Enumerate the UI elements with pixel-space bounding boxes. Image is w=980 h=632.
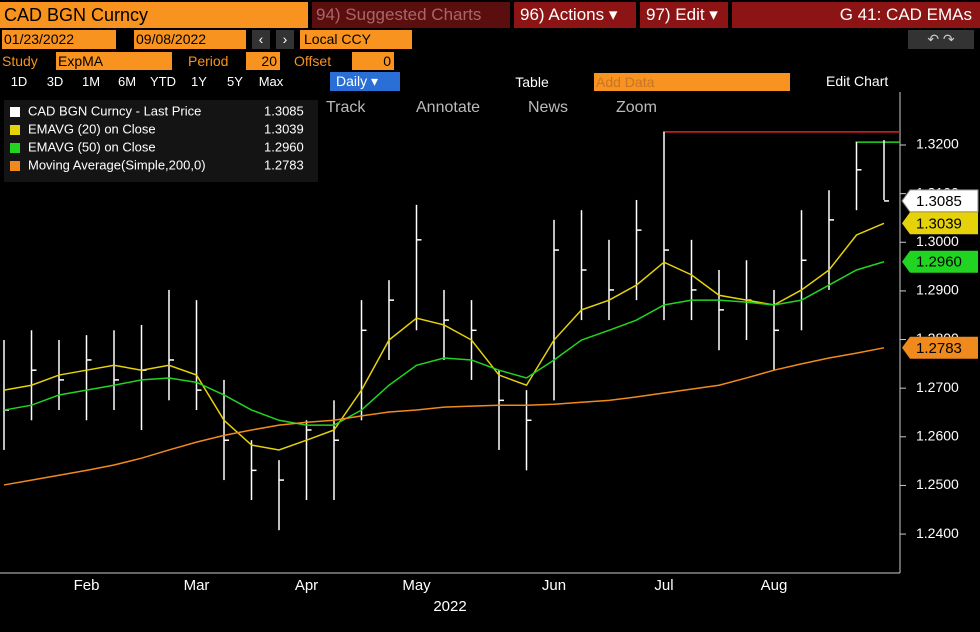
chart-tool[interactable]: Zoom: [616, 99, 657, 116]
offset-label: Offset: [294, 53, 332, 69]
x-tick-label: Mar: [184, 577, 210, 594]
chart-tool[interactable]: News: [528, 99, 568, 116]
x-tick-label: Jul: [654, 577, 673, 594]
range-button[interactable]: 3D: [46, 74, 64, 89]
frequency[interactable]: Daily ▾: [330, 72, 400, 91]
menu-item[interactable]: 97) Edit ▾: [640, 2, 728, 28]
add-data[interactable]: Add Data: [594, 73, 790, 91]
legend-swatch: [10, 161, 20, 171]
table-button[interactable]: Table: [515, 74, 549, 90]
legend-value: 1.3085: [264, 103, 304, 118]
x-tick-label: Jun: [542, 577, 566, 594]
chart: 2022 Track Annotate News Zoom 1.2400 1.2500 1.…: [0, 92, 979, 615]
chart-tool[interactable]: Track: [326, 99, 366, 116]
last-value-box: [901, 189, 979, 213]
legend-value: 1.3039: [264, 121, 304, 136]
last-value-label: 1.2783: [916, 340, 962, 357]
legend-name: Moving Average(Simple,200,0): [28, 157, 206, 172]
legend-name: EMAVG (50) on Close: [28, 139, 156, 154]
legend-value: 1.2960: [264, 139, 304, 154]
x-axis-title: 2022: [433, 598, 466, 615]
y-tick-label: 1.2900: [916, 282, 959, 298]
menu-item[interactable]: 96) Actions ▾: [514, 2, 636, 28]
period-label: Period: [188, 53, 229, 69]
offset[interactable]: 0: [352, 52, 394, 70]
edit-chart[interactable]: Edit Chart: [826, 73, 889, 89]
legend-swatch: [10, 107, 20, 117]
start-date[interactable]: 01/23/2022: [2, 30, 116, 49]
y-tick-label: 1.2500: [916, 476, 959, 492]
indicator-line: [3, 347, 885, 486]
y-tick-label: 1.2600: [916, 428, 959, 444]
study-label: Study: [2, 53, 38, 69]
x-tick-label: Apr: [295, 577, 318, 594]
range-button[interactable]: 1M: [81, 74, 101, 89]
last-value-label: 1.2960: [916, 254, 962, 271]
legend-swatch: [10, 125, 20, 135]
legend-swatch: [10, 143, 20, 153]
range-button[interactable]: Max: [258, 74, 284, 89]
y-tick-label: 1.3200: [916, 136, 959, 152]
end-date[interactable]: 09/08/2022: [134, 30, 246, 49]
y-tick-label: 1.2700: [916, 379, 959, 395]
undo-redo[interactable]: ↶ ↷: [908, 30, 974, 49]
indicator-line: [3, 222, 885, 451]
range-button[interactable]: 1D: [10, 74, 28, 89]
range-button[interactable]: 5Y: [227, 74, 243, 89]
next-button[interactable]: ›: [276, 30, 294, 49]
legend-name: EMAVG (20) on Close: [28, 121, 156, 136]
range-button[interactable]: 6M: [117, 74, 137, 89]
x-tick-label: Aug: [761, 577, 788, 594]
legend-name: CAD BGN Curncy - Last Price: [28, 103, 201, 118]
indicator-line: [3, 261, 885, 426]
last-value-box: [902, 212, 978, 235]
prev-button[interactable]: ‹: [252, 30, 270, 49]
security[interactable]: CAD BGN Curncy: [0, 2, 308, 28]
currency[interactable]: Local CCY: [300, 30, 412, 49]
last-value-label: 1.3085: [916, 193, 962, 210]
legend-value: 1.2783: [264, 157, 304, 172]
last-value-label: 1.3039: [916, 215, 962, 232]
period[interactable]: 20: [246, 52, 280, 70]
menu-item[interactable]: 94) Suggested Charts: [312, 2, 510, 28]
range-button[interactable]: YTD: [150, 74, 176, 89]
last-value-box: [902, 336, 978, 359]
study[interactable]: ExpMA: [56, 52, 172, 70]
range-button[interactable]: 1Y: [191, 74, 207, 89]
x-tick-label: Feb: [74, 577, 100, 594]
page-title: G 41: CAD EMAs: [732, 2, 980, 28]
y-tick-label: 1.3000: [916, 233, 959, 249]
y-tick-label: 1.2400: [916, 525, 959, 541]
last-value-box: [902, 250, 978, 273]
chart-tool[interactable]: Annotate: [416, 99, 480, 116]
x-tick-label: May: [402, 577, 431, 594]
legend-panel: [4, 100, 318, 182]
